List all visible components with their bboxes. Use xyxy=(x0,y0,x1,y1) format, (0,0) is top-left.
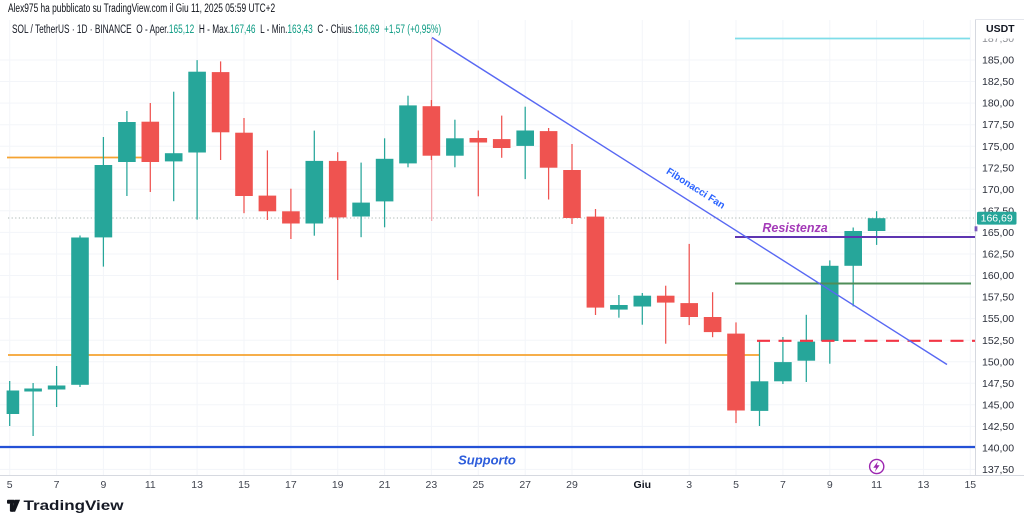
svg-text:142,50: 142,50 xyxy=(982,421,1014,433)
svg-text:27: 27 xyxy=(519,479,531,491)
svg-text:175,00: 175,00 xyxy=(982,141,1014,153)
svg-text:180,00: 180,00 xyxy=(982,98,1014,110)
svg-text:29: 29 xyxy=(566,479,578,491)
svg-text:23: 23 xyxy=(426,479,438,491)
svg-text:21: 21 xyxy=(379,479,391,491)
svg-text:157,50: 157,50 xyxy=(982,292,1014,304)
svg-text:13: 13 xyxy=(191,479,203,491)
svg-text:182,50: 182,50 xyxy=(982,76,1014,88)
svg-text:USDT: USDT xyxy=(986,23,1015,35)
svg-text:9: 9 xyxy=(100,479,106,491)
svg-text:177,50: 177,50 xyxy=(982,119,1014,131)
svg-text:25: 25 xyxy=(472,479,484,491)
svg-text:Supporto: Supporto xyxy=(458,453,516,468)
svg-text:152,50: 152,50 xyxy=(982,335,1014,347)
svg-text:17: 17 xyxy=(285,479,297,491)
svg-text:170,00: 170,00 xyxy=(982,184,1014,196)
svg-text:5: 5 xyxy=(7,479,13,491)
svg-text:19: 19 xyxy=(332,479,344,491)
svg-text:147,50: 147,50 xyxy=(982,378,1014,390)
svg-text:150,00: 150,00 xyxy=(982,356,1014,368)
svg-text:145,00: 145,00 xyxy=(982,399,1014,411)
svg-text:7: 7 xyxy=(780,479,786,491)
svg-text:Resistenza: Resistenza xyxy=(762,221,827,235)
svg-text:TradingView: TradingView xyxy=(24,498,125,513)
svg-text:3: 3 xyxy=(686,479,692,491)
svg-text:160,00: 160,00 xyxy=(982,270,1014,282)
svg-text:172,50: 172,50 xyxy=(982,162,1014,174)
svg-text:15: 15 xyxy=(964,479,976,491)
svg-text:Giu: Giu xyxy=(634,479,652,491)
svg-text:9: 9 xyxy=(827,479,833,491)
svg-text:185,00: 185,00 xyxy=(982,55,1014,67)
svg-text:11: 11 xyxy=(871,479,882,491)
svg-text:137,50: 137,50 xyxy=(982,464,1014,476)
svg-text:187,50: 187,50 xyxy=(982,33,1014,45)
svg-text:162,50: 162,50 xyxy=(982,249,1014,261)
svg-text:13: 13 xyxy=(918,479,930,491)
svg-text:166,69: 166,69 xyxy=(981,213,1013,225)
svg-text:15: 15 xyxy=(238,479,250,491)
svg-text:11: 11 xyxy=(145,479,156,491)
svg-text:165,00: 165,00 xyxy=(982,227,1014,239)
svg-text:155,00: 155,00 xyxy=(982,313,1014,325)
svg-text:5: 5 xyxy=(733,479,739,491)
svg-text:7: 7 xyxy=(54,479,60,491)
svg-text:140,00: 140,00 xyxy=(982,443,1014,455)
